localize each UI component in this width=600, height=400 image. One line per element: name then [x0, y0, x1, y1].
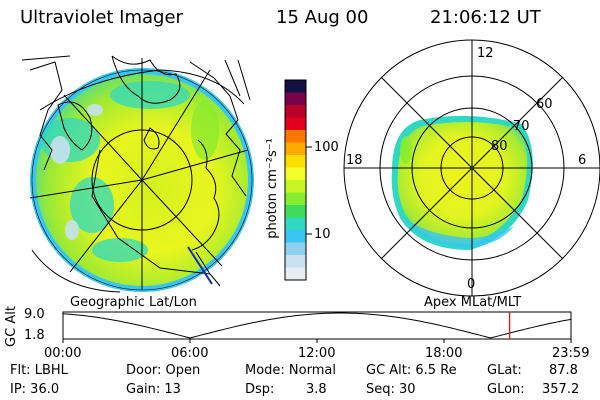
mlt-label-12: 12 [477, 46, 494, 61]
info-dsp: Dsp: [245, 382, 275, 397]
mlat-label-80: 80 [491, 139, 508, 154]
date-label: 15 Aug 00 [276, 7, 369, 28]
colorbar-band [285, 155, 306, 168]
polar-image [391, 115, 533, 250]
orbit-xtick-2: 12:00 [298, 346, 336, 361]
info-glat: GLat: [487, 363, 522, 378]
colorbar-band [285, 80, 306, 93]
orbit-xtick-4: 23:59 [552, 346, 590, 361]
orbit-xtick-3: 18:00 [425, 346, 463, 361]
colorbar-band [285, 117, 306, 131]
orbit-xtick-0: 00:00 [44, 346, 82, 361]
colorbar-band [285, 180, 306, 193]
info-dsp-value: 3.8 [306, 382, 327, 397]
colorbar-tick-label-10: 10 [314, 227, 331, 242]
orbit-altitude-curve [62, 312, 572, 339]
orbit-ylabel: GC Alt [3, 306, 19, 347]
info-seq: Seq: 30 [366, 382, 416, 397]
info-filter: Flt: LBHL [10, 363, 68, 378]
time-label: 21:06:12 UT [430, 7, 541, 28]
info-glon-value: 357.2 [542, 382, 580, 397]
geo-grid [21, 55, 253, 293]
mlt-label-0: 0 [467, 277, 476, 292]
colorbar-band [285, 242, 306, 256]
orbit-xtick-1: 06:00 [171, 346, 209, 361]
colorbar-band [285, 92, 306, 106]
info-ip: IP: 36.0 [10, 382, 60, 397]
geo-coastlines [29, 55, 251, 287]
colorbar-tick-label-100: 100 [314, 140, 339, 155]
polar-grid [343, 39, 600, 297]
colorbar-band [285, 130, 306, 143]
colorbar-band [285, 142, 306, 156]
info-glon: GLon: [487, 382, 525, 397]
geo-panel-caption: Geographic Lat/Lon [70, 295, 197, 310]
info-door: Door: Open [126, 363, 201, 378]
colorbar-band [285, 105, 306, 118]
mlat-label-60: 60 [536, 97, 553, 112]
instrument-title: Ultraviolet Imager [20, 7, 183, 28]
orbit-ytick-low: 1.8 [24, 328, 45, 343]
mlt-label-18: 18 [346, 153, 363, 168]
colorbar-band [285, 230, 306, 243]
colorbar [285, 80, 306, 281]
info-gc-alt: GC Alt: 6.5 Re [366, 363, 457, 378]
colorbar-band [285, 205, 306, 218]
geo-track [187, 246, 213, 285]
colorbar-unit-label: photon cm⁻²s⁻¹ [264, 138, 280, 239]
orbit-ytick-high: 9.0 [24, 307, 45, 322]
mlat-label-70: 70 [513, 119, 530, 134]
geographic-image [21, 55, 254, 293]
colorbar-band [285, 255, 306, 268]
colorbar-band [285, 267, 306, 281]
info-mode: Mode: Normal [245, 363, 336, 378]
colorbar-frame [284, 79, 307, 281]
colorbar-band [285, 217, 306, 231]
orbit-plot [62, 311, 572, 343]
polar-panel-caption: Apex MLat/MLT [424, 295, 522, 310]
info-gain: Gain: 13 [126, 382, 181, 397]
info-glat-value: 87.8 [549, 363, 578, 378]
colorbar-band [285, 167, 306, 181]
polar-oval [397, 121, 528, 244]
colorbar-band [285, 192, 306, 206]
mlt-label-6: 6 [578, 153, 587, 168]
